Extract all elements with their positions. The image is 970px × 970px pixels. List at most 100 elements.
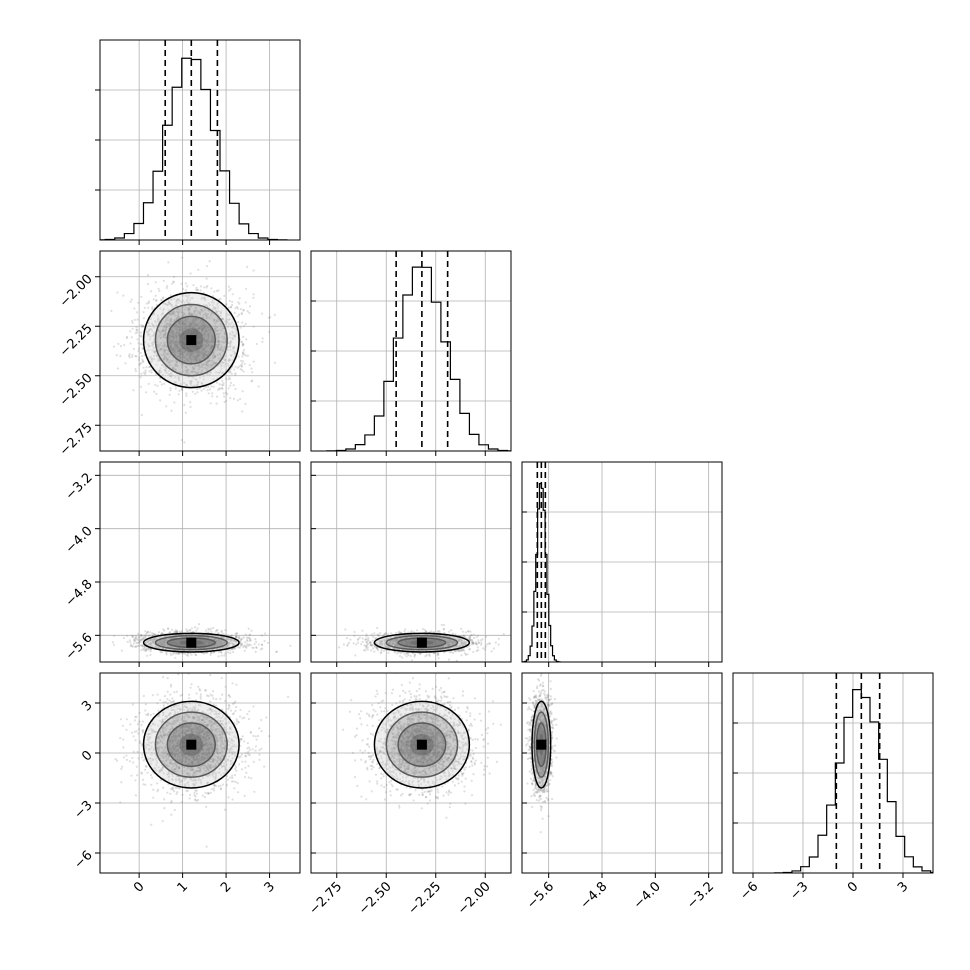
sample-point [189, 272, 192, 275]
sample-point [200, 345, 203, 349]
sample-point [194, 357, 197, 360]
sample-point [191, 320, 194, 323]
sample-point [219, 314, 222, 317]
sample-point [207, 343, 210, 347]
sample-point [178, 347, 182, 350]
sample-point [144, 340, 147, 344]
sample-point [202, 332, 205, 335]
sample-point [181, 329, 184, 332]
sample-point [163, 333, 166, 336]
sample-point [224, 358, 227, 361]
sample-point [201, 345, 205, 348]
sample-point [135, 311, 139, 314]
sample-point [221, 335, 224, 338]
sample-point [167, 308, 170, 311]
y-tick-label: −2.75 [57, 420, 96, 459]
sample-point [115, 354, 118, 357]
sample-point [178, 308, 181, 311]
sample-point [251, 379, 254, 382]
sample-point [155, 354, 159, 357]
sample-point [198, 364, 201, 367]
sample-point [207, 335, 210, 338]
sample-point [223, 331, 227, 334]
sample-point [177, 346, 180, 349]
sample-point [215, 402, 218, 405]
sample-point [168, 301, 171, 304]
sample-point [182, 350, 185, 354]
sample-point [169, 333, 172, 336]
sample-point [172, 338, 175, 341]
sample-point [183, 301, 186, 304]
sample-point [179, 638, 182, 642]
sample-point [193, 310, 196, 313]
sample-point [149, 355, 153, 359]
sample-point [221, 345, 224, 348]
sample-point [153, 354, 156, 357]
sample-point [242, 335, 245, 339]
sample-point [253, 643, 256, 646]
sample-point [177, 350, 180, 353]
sample-point [211, 363, 214, 367]
sample-point [240, 364, 243, 367]
sample-point [141, 325, 144, 328]
sample-point [473, 633, 476, 636]
sample-point [157, 631, 161, 634]
sample-point [173, 341, 176, 344]
sample-point [191, 313, 194, 316]
sample-point [197, 333, 200, 337]
sample-point [229, 651, 232, 655]
sample-point [204, 330, 207, 333]
sample-point [146, 331, 149, 334]
sample-point [234, 373, 237, 376]
sample-point [242, 348, 246, 352]
sample-point [183, 381, 186, 384]
sample-point [214, 362, 217, 365]
sample-point [142, 366, 145, 369]
sample-point [401, 656, 404, 659]
sample-point [174, 364, 177, 367]
sample-point [405, 655, 408, 658]
sample-point [174, 333, 177, 336]
sample-point [180, 301, 183, 304]
sample-point [252, 269, 255, 272]
sample-point [176, 329, 179, 332]
sample-point [222, 382, 225, 385]
sample-point [203, 333, 206, 336]
sample-point [135, 355, 138, 358]
sample-point [200, 370, 203, 373]
sample-point [188, 352, 192, 355]
sample-point [213, 329, 216, 332]
sample-point [212, 301, 215, 304]
sample-point [208, 388, 212, 391]
sample-point [199, 352, 202, 356]
sample-point [128, 639, 131, 642]
sample-point [211, 299, 214, 302]
sample-point [195, 348, 198, 351]
sample-point [203, 296, 206, 299]
sample-point [184, 356, 187, 359]
sample-point [169, 334, 172, 337]
sample-point [202, 336, 205, 339]
sample-point [251, 371, 254, 374]
sample-point [172, 331, 175, 334]
sample-point [269, 316, 272, 319]
sample-point [168, 631, 171, 635]
sample-point [165, 651, 168, 655]
sample-point [219, 348, 222, 351]
sample-point [193, 328, 196, 331]
sample-point [147, 321, 150, 324]
sample-point [177, 334, 181, 337]
sample-point [182, 340, 185, 343]
sample-point [188, 308, 191, 311]
sample-point [246, 310, 249, 313]
sample-point [198, 358, 201, 362]
sample-point [201, 351, 204, 354]
sample-point [168, 319, 171, 322]
sample-point [182, 342, 185, 345]
sample-point [365, 633, 368, 636]
sample-point [214, 307, 217, 310]
sample-point [126, 640, 129, 643]
sample-point [138, 635, 141, 638]
sample-point [209, 402, 212, 405]
sample-point [183, 638, 186, 642]
